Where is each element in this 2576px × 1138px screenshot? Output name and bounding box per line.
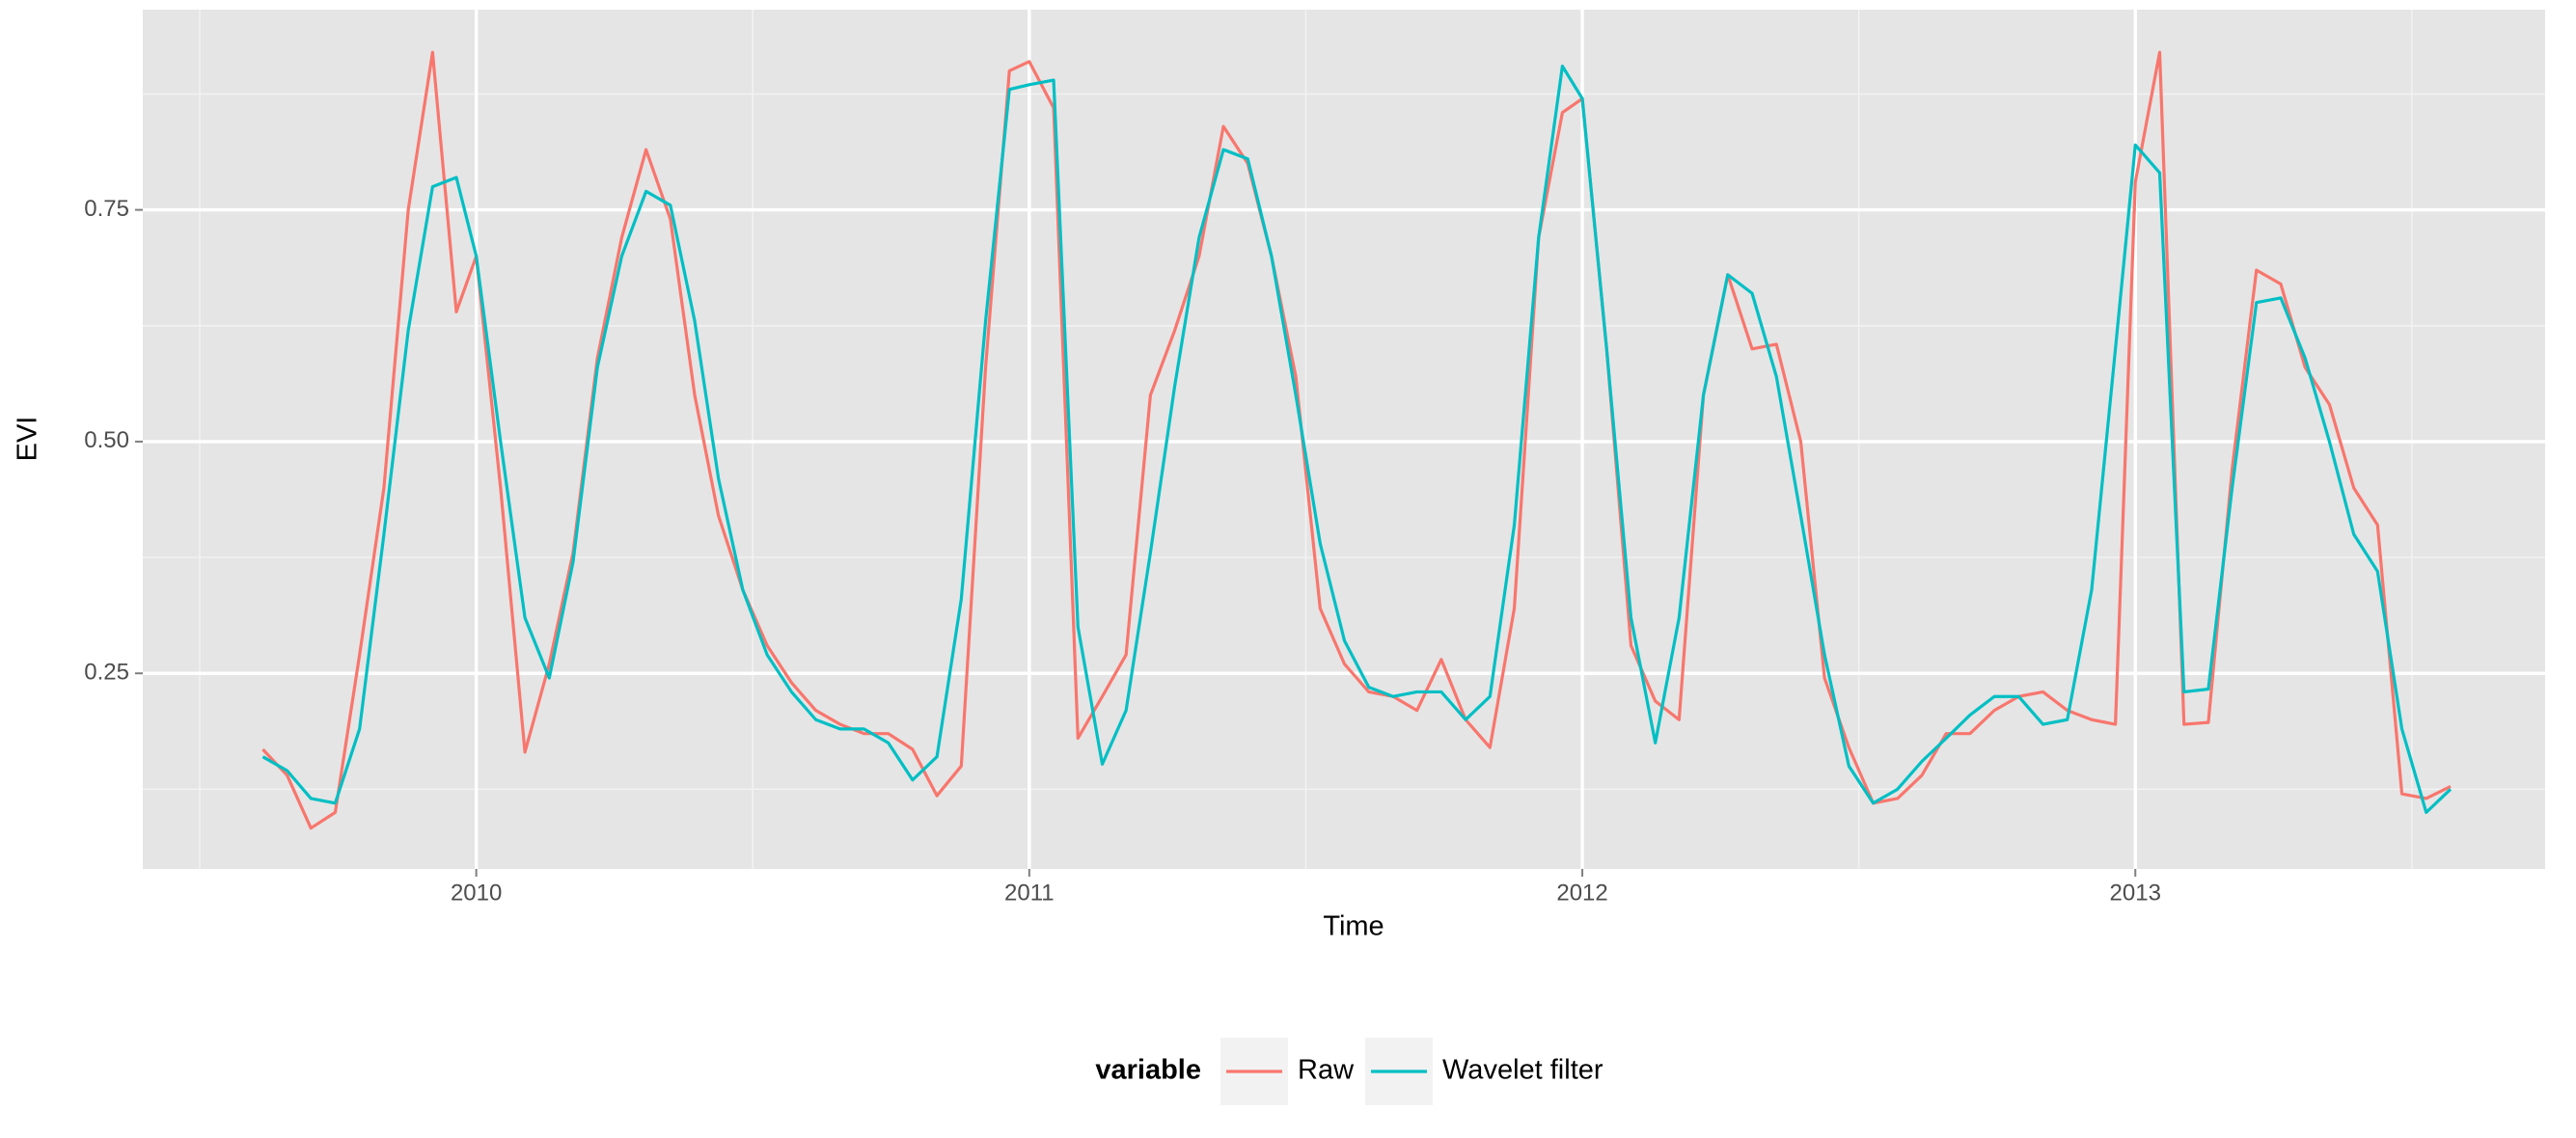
- series-line: [261, 50, 2452, 830]
- y-tick-label: 0.25: [84, 660, 129, 686]
- legend-label: Raw: [1298, 1055, 1355, 1086]
- y-tick-label: 0.75: [84, 196, 129, 222]
- legend-title: variable: [1095, 1055, 1201, 1086]
- legend-label: Wavelet filter: [1442, 1055, 1603, 1086]
- plot-panel: [143, 10, 2545, 869]
- x-axis-title: Time: [1323, 911, 1384, 942]
- x-tick-label: 2013: [2110, 880, 2161, 906]
- y-axis-title: EVI: [13, 417, 43, 462]
- x-tick-label: 2012: [1556, 880, 1607, 906]
- x-tick-label: 2011: [1004, 880, 1055, 906]
- y-tick-label: 0.50: [84, 427, 129, 453]
- series-line: [261, 65, 2453, 814]
- x-tick-label: 2010: [451, 880, 502, 906]
